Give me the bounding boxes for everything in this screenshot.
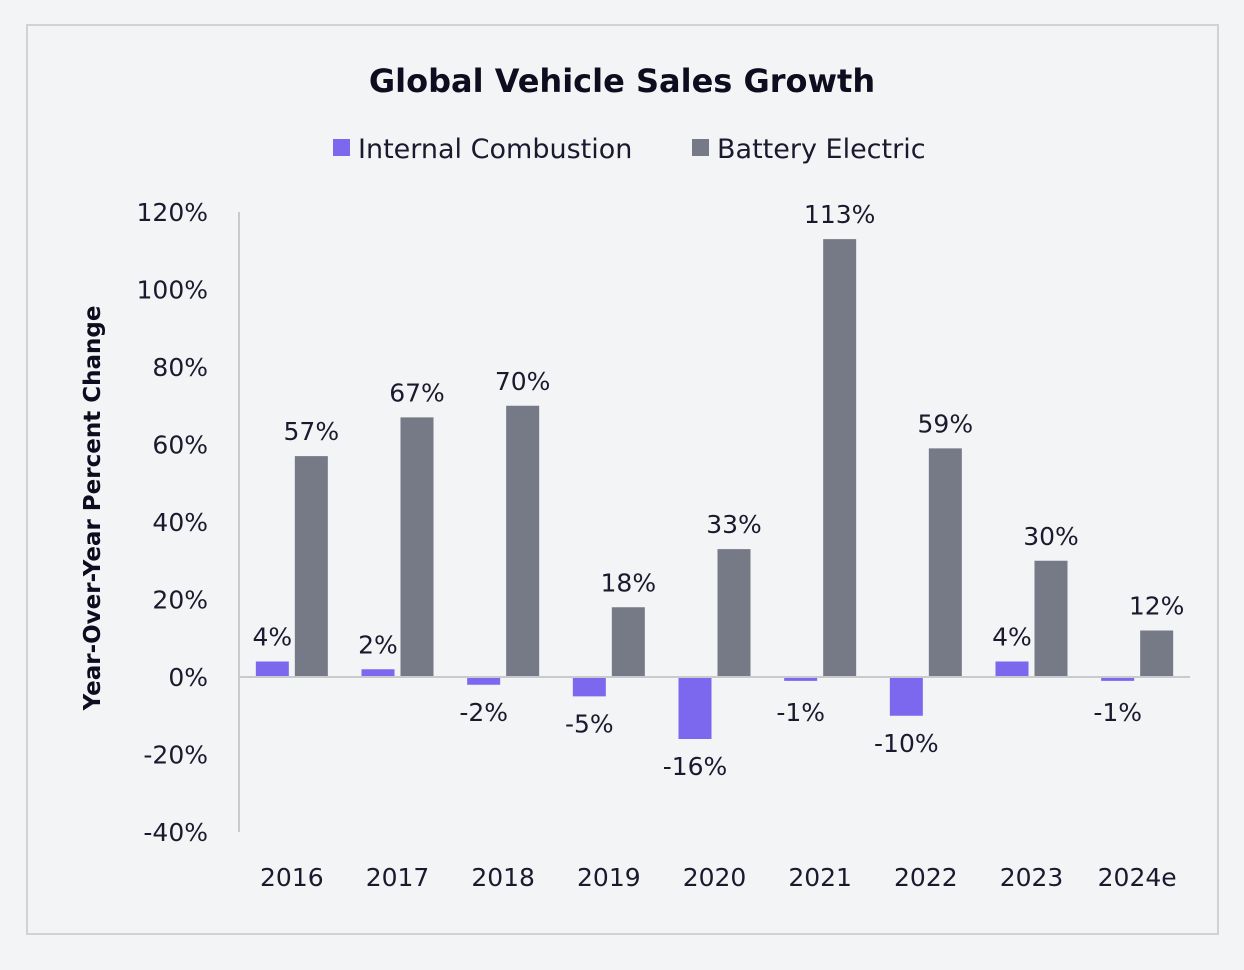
y-tick-label: 40%: [152, 508, 208, 537]
data-label-battery-electric: 12%: [1129, 592, 1185, 621]
bar-battery-electric: [1034, 560, 1068, 677]
bar-internal-combustion: [361, 669, 395, 677]
data-label-battery-electric: 30%: [1023, 522, 1079, 551]
bar-battery-electric: [928, 448, 962, 677]
data-label-battery-electric: 33%: [706, 510, 762, 539]
data-label-battery-electric: 70%: [495, 367, 551, 396]
data-label-internal-combustion: -16%: [663, 752, 728, 781]
x-tick-label: 2020: [683, 863, 747, 892]
y-tick-label: -20%: [143, 741, 208, 770]
bar-internal-combustion: [784, 677, 818, 681]
bar-battery-electric: [400, 417, 434, 677]
data-label-internal-combustion: 4%: [992, 623, 1032, 652]
y-ticks: 120% 100% 80% 60% 40% 20% 0% -20% -40%: [137, 198, 208, 847]
data-labels: 4% 57% 2% 67% -2% 70% -5% 18% -16% 33% -1% 113% -10%…: [252, 200, 1184, 781]
x-tick-label: 2019: [577, 863, 641, 892]
bar-internal-combustion: [572, 677, 606, 697]
legend-swatch-battery-electric: [692, 139, 709, 156]
y-axis-label: Year-Over-Year Percent Change: [80, 306, 106, 712]
data-label-battery-electric: 18%: [601, 568, 657, 597]
bar-battery-electric: [294, 456, 328, 677]
data-label-internal-combustion: 4%: [252, 623, 292, 652]
legend: Internal Combustion Battery Electric: [333, 134, 926, 165]
data-label-internal-combustion: 2%: [358, 630, 398, 659]
bar-internal-combustion: [678, 677, 712, 739]
x-tick-label: 2021: [788, 863, 852, 892]
data-label-battery-electric: 113%: [804, 200, 875, 229]
bar-internal-combustion: [467, 677, 501, 685]
x-tick-label: 2022: [894, 863, 958, 892]
chart-frame: [26, 24, 1219, 935]
bars: [239, 239, 1190, 739]
legend-label-internal-combustion: Internal Combustion: [358, 134, 632, 165]
data-label-battery-electric: 67%: [389, 378, 445, 407]
bar-battery-electric: [506, 405, 540, 677]
bar-battery-electric: [823, 239, 857, 677]
y-tick-label: 20%: [152, 586, 208, 615]
bar-battery-electric: [611, 607, 645, 677]
y-tick-label: -40%: [143, 818, 208, 847]
bar-internal-combustion: [995, 661, 1029, 677]
x-tick-label: 2024e: [1098, 863, 1177, 892]
data-label-battery-electric: 57%: [284, 417, 340, 446]
data-label-internal-combustion: -1%: [1093, 698, 1142, 727]
x-tick-label: 2018: [471, 863, 535, 892]
chart-title: Global Vehicle Sales Growth: [369, 62, 875, 100]
data-label-internal-combustion: -2%: [459, 698, 508, 727]
bar-internal-combustion: [889, 677, 923, 716]
data-label-internal-combustion: -10%: [874, 729, 939, 758]
data-label-internal-combustion: -5%: [565, 709, 614, 738]
y-tick-label: 80%: [152, 353, 208, 382]
x-tick-labels: 2016 2017 2018 2019 2020 2021 2022 2023 2024e: [260, 863, 1177, 892]
x-tick-label: 2023: [1000, 863, 1064, 892]
x-tick-label: 2016: [260, 863, 324, 892]
x-tick-label: 2017: [366, 863, 430, 892]
bar-internal-combustion: [255, 661, 289, 677]
data-label-internal-combustion: -1%: [776, 698, 825, 727]
legend-swatch-internal-combustion: [333, 139, 350, 156]
y-tick-label: 100%: [137, 276, 208, 305]
legend-label-battery-electric: Battery Electric: [717, 134, 926, 165]
bar-battery-electric: [1140, 630, 1174, 677]
y-tick-label: 0%: [168, 663, 208, 692]
y-tick-label: 60%: [152, 431, 208, 460]
bar-internal-combustion: [1101, 677, 1135, 681]
data-label-battery-electric: 59%: [918, 409, 974, 438]
bar-battery-electric: [717, 549, 751, 677]
y-tick-label: 120%: [137, 198, 208, 227]
